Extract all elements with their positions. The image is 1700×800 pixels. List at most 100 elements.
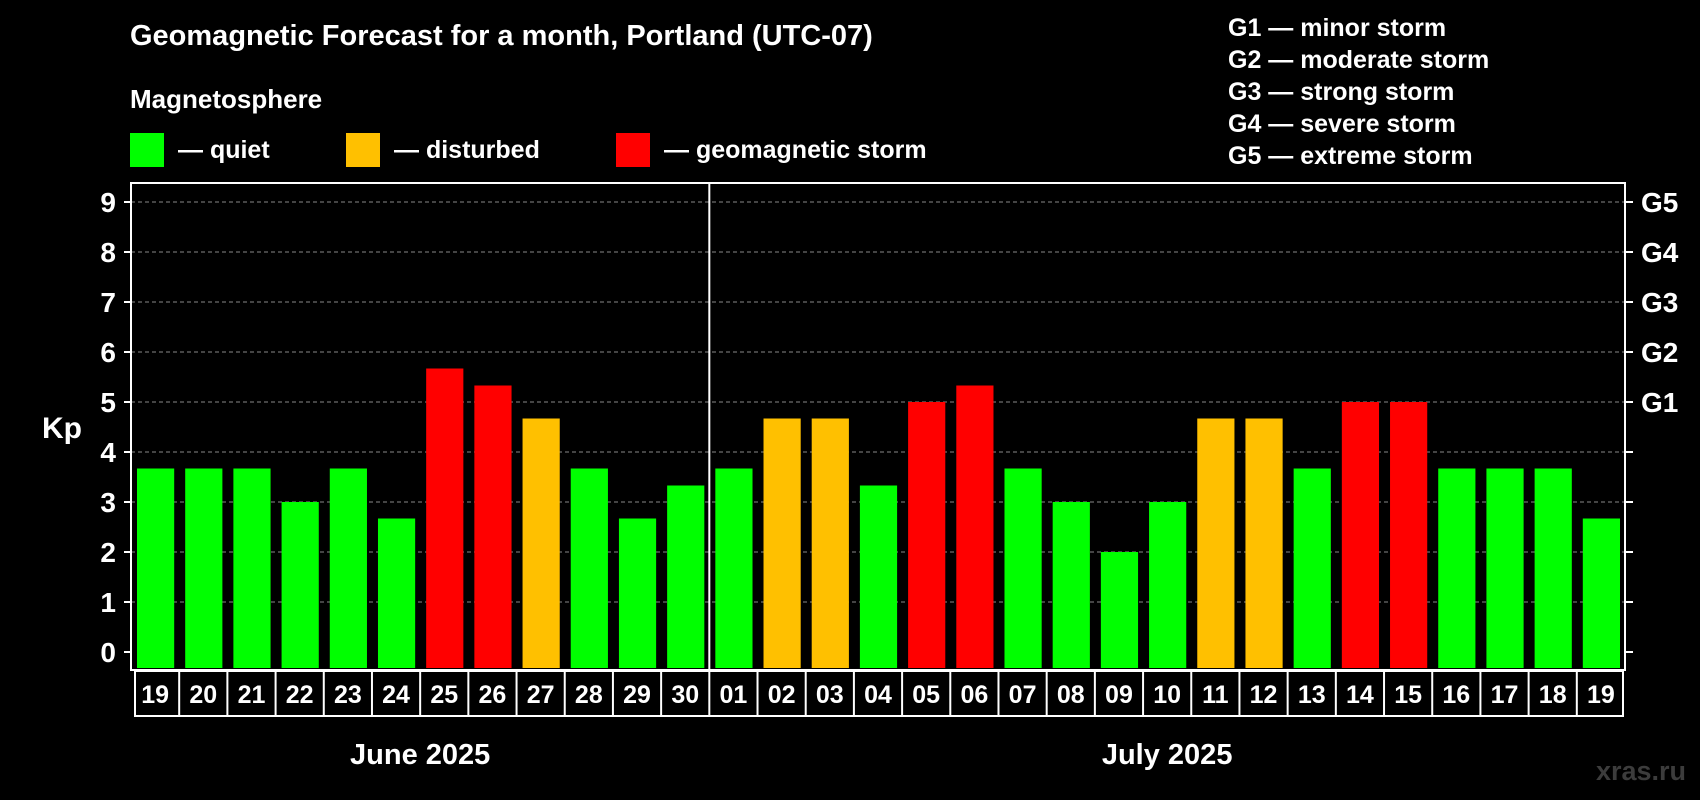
g-scale-label: G1 [1641,387,1678,418]
date-label: 04 [864,681,892,709]
g-scale-label: G3 [1641,287,1678,318]
legend-item-storm: — geomagnetic storm [616,133,927,167]
date-label: 28 [575,681,603,709]
date-label: 10 [1153,681,1181,709]
kp-bar [1534,468,1572,668]
date-label: 23 [334,681,362,709]
kp-bar [185,468,223,668]
date-label: 19 [1587,681,1615,709]
kp-bar [233,468,271,668]
g-level-list: G1 — minor storm G2 — moderate storm G3 … [1228,12,1489,172]
kp-bar [956,385,994,668]
y-tick-label: 0 [100,637,116,668]
kp-bar [715,468,753,668]
date-row-frame [134,670,1624,717]
watermark: xras.ru [1595,756,1686,786]
g-level-1: G1 — minor storm [1228,14,1447,42]
date-label: 17 [1491,681,1519,709]
legend-swatch-disturbed [346,133,380,167]
g-level-2: G2 — moderate storm [1228,46,1490,74]
chart-title: Geomagnetic Forecast for a month, Portla… [130,20,873,52]
date-label: 06 [960,681,988,709]
kp-bar [1100,552,1139,668]
date-label: 30 [671,681,699,709]
date-label: 26 [479,681,507,709]
kp-bar [908,402,946,668]
legend-label-disturbed: — disturbed [394,135,540,164]
g-scale-label: G2 [1641,337,1678,368]
legend-swatch-storm [616,133,650,167]
kp-bar [1149,502,1187,668]
y-tick-label: 2 [100,537,116,568]
month-label: June 2025 [350,739,490,771]
month-label: July 2025 [1102,739,1233,771]
kp-bar [1438,468,1476,668]
kp-bar [426,368,464,668]
g-level-5: G5 — extreme storm [1228,142,1473,170]
chart-subtitle: Magnetosphere [130,84,323,114]
y-tick-label: 5 [100,387,116,418]
date-label: 16 [1442,681,1470,709]
date-label: 01 [720,681,748,709]
kp-bar [1052,502,1090,668]
date-label: 09 [1105,681,1133,709]
date-label: 27 [527,681,555,709]
date-label: 19 [141,681,169,709]
kp-bar [1390,402,1428,668]
y-tick-label: 7 [100,287,116,318]
kp-bar [1341,402,1380,668]
date-label: 15 [1394,681,1422,709]
date-label: 08 [1057,681,1085,709]
date-label: 22 [286,681,314,709]
y-tick-label: 1 [100,587,116,618]
legend-label-quiet: — quiet [178,135,270,164]
kp-bar [1293,468,1331,668]
y-tick-label: 4 [100,437,116,468]
kp-bar [522,418,560,668]
y-tick-label: 8 [100,237,116,268]
y-axis-label: Kp [42,412,82,445]
kp-bar [474,385,512,668]
kp-bar [1486,468,1524,668]
date-label: 29 [623,681,651,709]
date-label: 25 [430,681,458,709]
date-label: 05 [912,681,940,709]
legend-swatch-quiet [130,133,164,167]
g-scale-label: G4 [1641,237,1679,268]
kp-bar [1197,418,1235,668]
kp-bar [667,485,705,668]
date-label: 02 [768,681,796,709]
kp-bar [377,518,416,668]
g-level-3: G3 — strong storm [1228,78,1455,106]
date-label: 12 [1250,681,1278,709]
date-label: 11 [1202,681,1229,709]
kp-bar [1582,518,1620,668]
date-label: 07 [1009,681,1037,709]
date-label: 24 [382,681,410,709]
g-scale-label: G5 [1641,187,1678,218]
kp-bar [570,468,608,668]
kp-bar [763,418,801,668]
legend-item-quiet: — quiet [130,133,270,167]
legend-item-disturbed: — disturbed [346,133,540,167]
kp-bar [618,518,657,668]
y-tick-label: 6 [100,337,116,368]
date-label: 21 [238,681,266,709]
y-tick-label: 3 [100,487,116,518]
g-level-4: G4 — severe storm [1228,110,1456,138]
date-label: 20 [189,681,217,709]
y-tick-label: 9 [100,187,116,218]
date-label: 14 [1346,681,1374,709]
kp-bar [1245,418,1283,668]
kp-bar [859,485,898,668]
kp-bar [281,502,319,668]
date-label: 03 [816,681,844,709]
kp-bar [329,468,367,668]
kp-bar [137,468,175,668]
kp-bar [1004,468,1042,668]
kp-bar [811,418,849,668]
date-label: 13 [1298,681,1326,709]
date-label: 18 [1539,681,1567,709]
legend-label-storm: — geomagnetic storm [664,135,927,164]
